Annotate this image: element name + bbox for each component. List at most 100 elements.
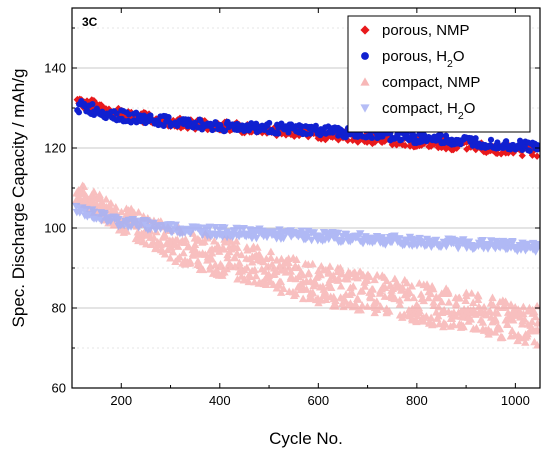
data-point: [230, 253, 239, 262]
data-point: [533, 340, 540, 349]
data-point: [185, 258, 195, 266]
data-point: [322, 290, 331, 299]
data-point: [111, 203, 120, 211]
data-point: [405, 288, 415, 296]
data-point: [165, 114, 172, 121]
data-point: [395, 235, 404, 243]
data-point: [459, 322, 468, 331]
data-point: [179, 248, 188, 257]
data-point: [358, 286, 367, 295]
data-point: [260, 267, 269, 275]
data-point: [324, 269, 333, 277]
data-point: [134, 208, 143, 216]
data-point: [149, 233, 159, 241]
data-point: [533, 318, 540, 327]
data-point: [459, 236, 468, 244]
data-point: [478, 236, 487, 245]
data-point: [444, 298, 454, 306]
data-point: [402, 278, 412, 287]
data-point: [491, 315, 500, 324]
data-layer: [72, 95, 540, 349]
data-point: [395, 296, 405, 304]
data-point: [298, 294, 308, 303]
data-point: [358, 301, 367, 309]
data-point: [497, 150, 505, 158]
data-point: [240, 275, 249, 284]
data-point: [276, 277, 286, 286]
data-point: [398, 282, 407, 291]
data-point: [191, 119, 199, 126]
data-point: [521, 338, 530, 346]
data-point: [406, 142, 414, 150]
legend-marker: [360, 104, 370, 113]
data-point: [292, 255, 301, 264]
data-point: [442, 145, 450, 153]
data-point: [437, 297, 446, 306]
data-point: [466, 315, 476, 323]
legend-item: [361, 52, 369, 60]
data-point: [378, 138, 386, 146]
data-point: [311, 278, 320, 286]
data-point: [298, 123, 305, 130]
data-point: [467, 289, 476, 297]
data-point: [282, 131, 290, 139]
data-point: [83, 97, 91, 105]
data-point: [508, 239, 517, 247]
data-point: [175, 252, 184, 261]
data-point: [209, 127, 216, 134]
data-point: [353, 273, 363, 282]
data-point: [210, 236, 219, 245]
data-point: [382, 276, 391, 285]
data-point: [239, 224, 248, 233]
data-point: [266, 119, 273, 127]
data-point: [368, 134, 375, 141]
data-point: [518, 151, 526, 160]
data-point: [372, 297, 381, 305]
data-point: [360, 282, 369, 290]
data-point: [403, 293, 412, 302]
data-point: [338, 269, 347, 278]
data-point: [334, 136, 343, 144]
data-point: [347, 288, 357, 297]
data-point: [252, 234, 261, 243]
data-point: [363, 302, 372, 310]
data-point: [503, 138, 510, 145]
data-point: [503, 319, 512, 328]
data-point: [304, 269, 313, 278]
data-point: [499, 144, 507, 151]
data-point: [89, 100, 96, 108]
data-point: [427, 142, 435, 150]
data-point: [308, 288, 318, 296]
data-point: [307, 293, 316, 302]
data-point: [338, 237, 348, 246]
data-point: [511, 311, 520, 319]
data-point: [354, 138, 362, 146]
data-point: [519, 302, 528, 311]
data-point: [390, 294, 400, 302]
data-point: [156, 238, 165, 247]
data-point: [506, 300, 516, 308]
data-point: [266, 253, 276, 262]
data-point: [114, 215, 123, 224]
data-point: [181, 235, 190, 243]
x-tick-label: 1000: [501, 393, 530, 408]
rate-annotation: 3C: [82, 15, 98, 29]
data-point: [72, 202, 81, 211]
data-point: [207, 248, 217, 257]
data-point: [235, 258, 244, 267]
data-point: [461, 296, 470, 305]
data-point: [95, 190, 104, 199]
data-point: [275, 226, 284, 234]
axis-ticks: 60 80 100 120 140 200 400 600 800 1000: [44, 8, 540, 408]
data-point: [333, 229, 343, 238]
data-point: [97, 101, 105, 109]
data-point: [366, 293, 375, 302]
data-point: [343, 274, 352, 283]
data-point: [531, 312, 540, 321]
data-point: [331, 296, 340, 305]
data-point: [534, 142, 540, 149]
data-point: [163, 245, 172, 254]
data-point: [356, 230, 365, 238]
data-point: [473, 295, 483, 304]
